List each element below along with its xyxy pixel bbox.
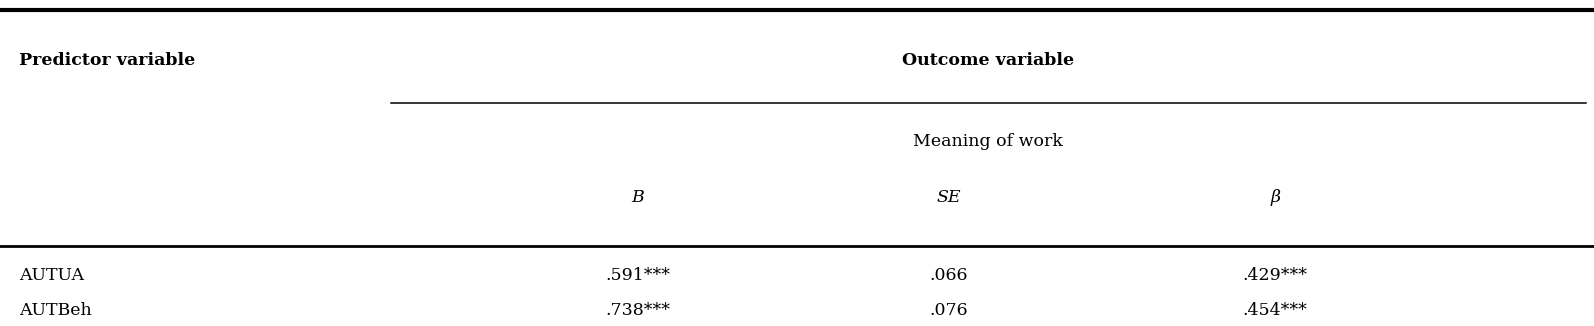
Text: Outcome variable: Outcome variable	[902, 52, 1074, 69]
Text: .066: .066	[929, 267, 968, 284]
Text: .429***: .429***	[1243, 267, 1307, 284]
Text: AUTUA: AUTUA	[19, 267, 84, 284]
Text: .591***: .591***	[606, 267, 669, 284]
Text: B: B	[631, 189, 644, 206]
Text: Predictor variable: Predictor variable	[19, 52, 196, 69]
Text: AUTBeh: AUTBeh	[19, 302, 92, 319]
Text: .076: .076	[929, 302, 968, 319]
Text: .738***: .738***	[606, 302, 669, 319]
Text: .454***: .454***	[1243, 302, 1307, 319]
Text: Meaning of work: Meaning of work	[913, 133, 1063, 150]
Text: SE: SE	[936, 189, 961, 206]
Text: β: β	[1270, 189, 1280, 206]
